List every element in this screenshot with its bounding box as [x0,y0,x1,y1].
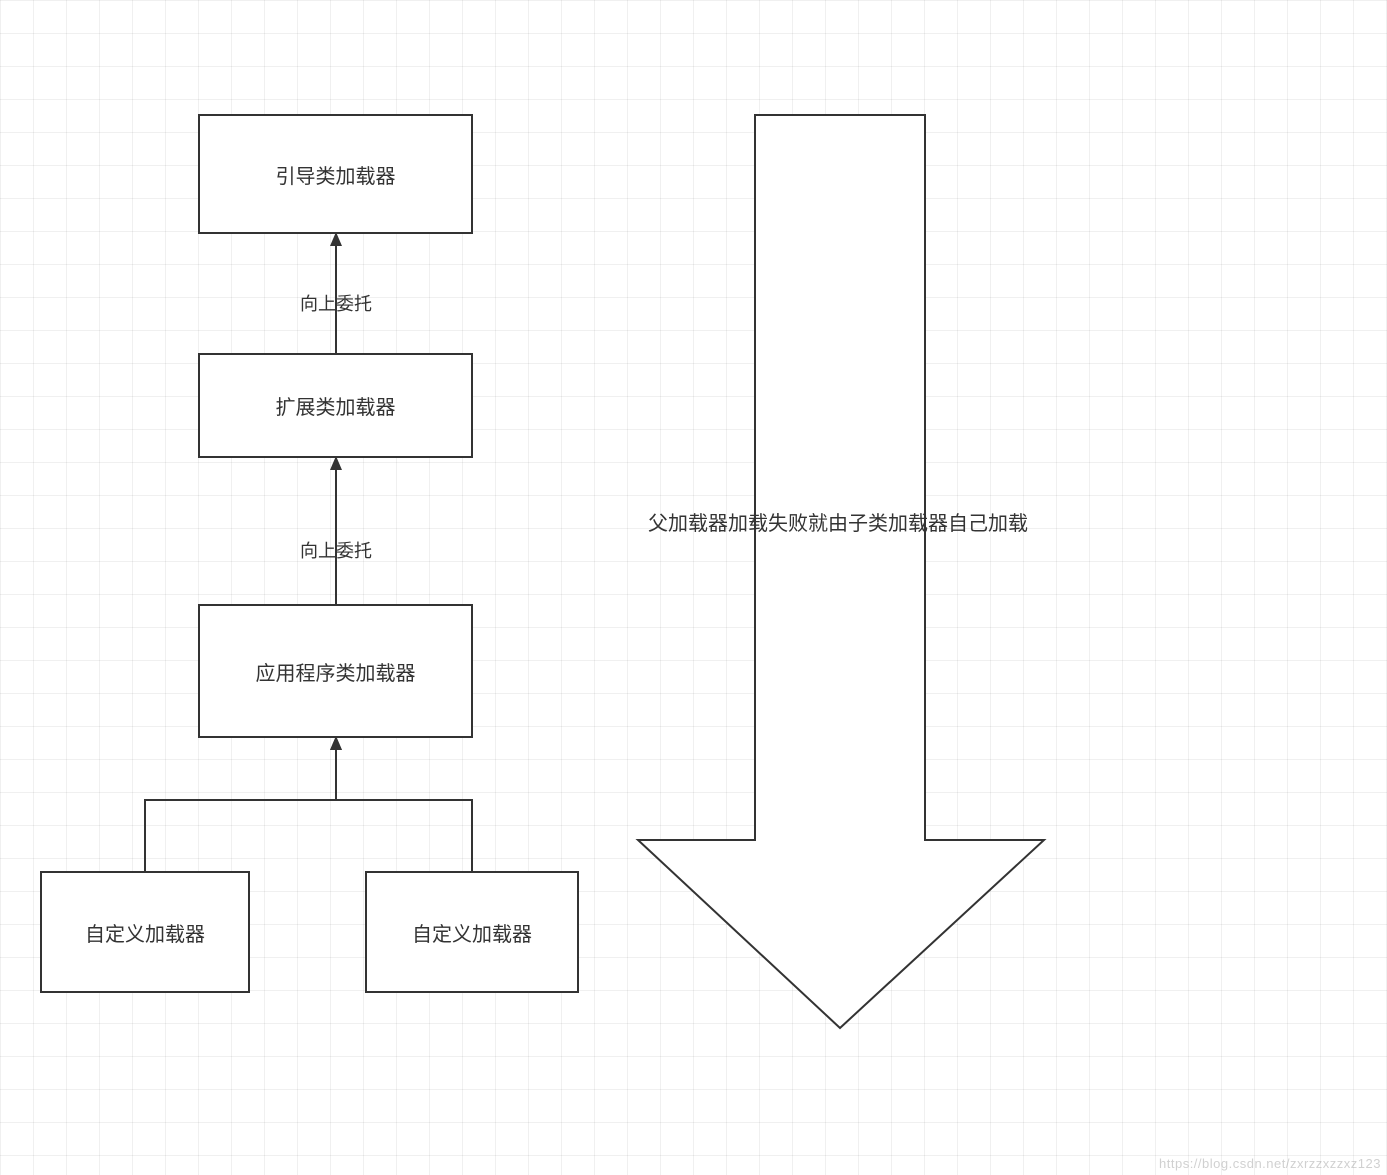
diagram-canvas: 引导类加载器扩展类加载器应用程序类加载器自定义加载器自定义加载器 向上委托向上委… [0,0,1387,1175]
edge-label: 向上委托 [300,537,372,563]
node-label: 自定义加载器 [412,918,532,947]
node-app: 应用程序类加载器 [198,604,473,738]
node-custom1: 自定义加载器 [40,871,250,993]
watermark-text: https://blog.csdn.net/zxrzzxzzxz123 [1159,1156,1381,1171]
node-extension: 扩展类加载器 [198,353,473,458]
big-arrow-label: 父加载器加载失败就由子类加载器自己加载 [628,507,1048,536]
edge-label: 向上委托 [300,290,372,316]
node-custom2: 自定义加载器 [365,871,579,993]
node-label: 扩展类加载器 [276,391,396,420]
node-label: 应用程序类加载器 [256,657,416,686]
node-label: 引导类加载器 [276,160,396,189]
node-bootstrap: 引导类加载器 [198,114,473,234]
node-label: 自定义加载器 [85,918,205,947]
